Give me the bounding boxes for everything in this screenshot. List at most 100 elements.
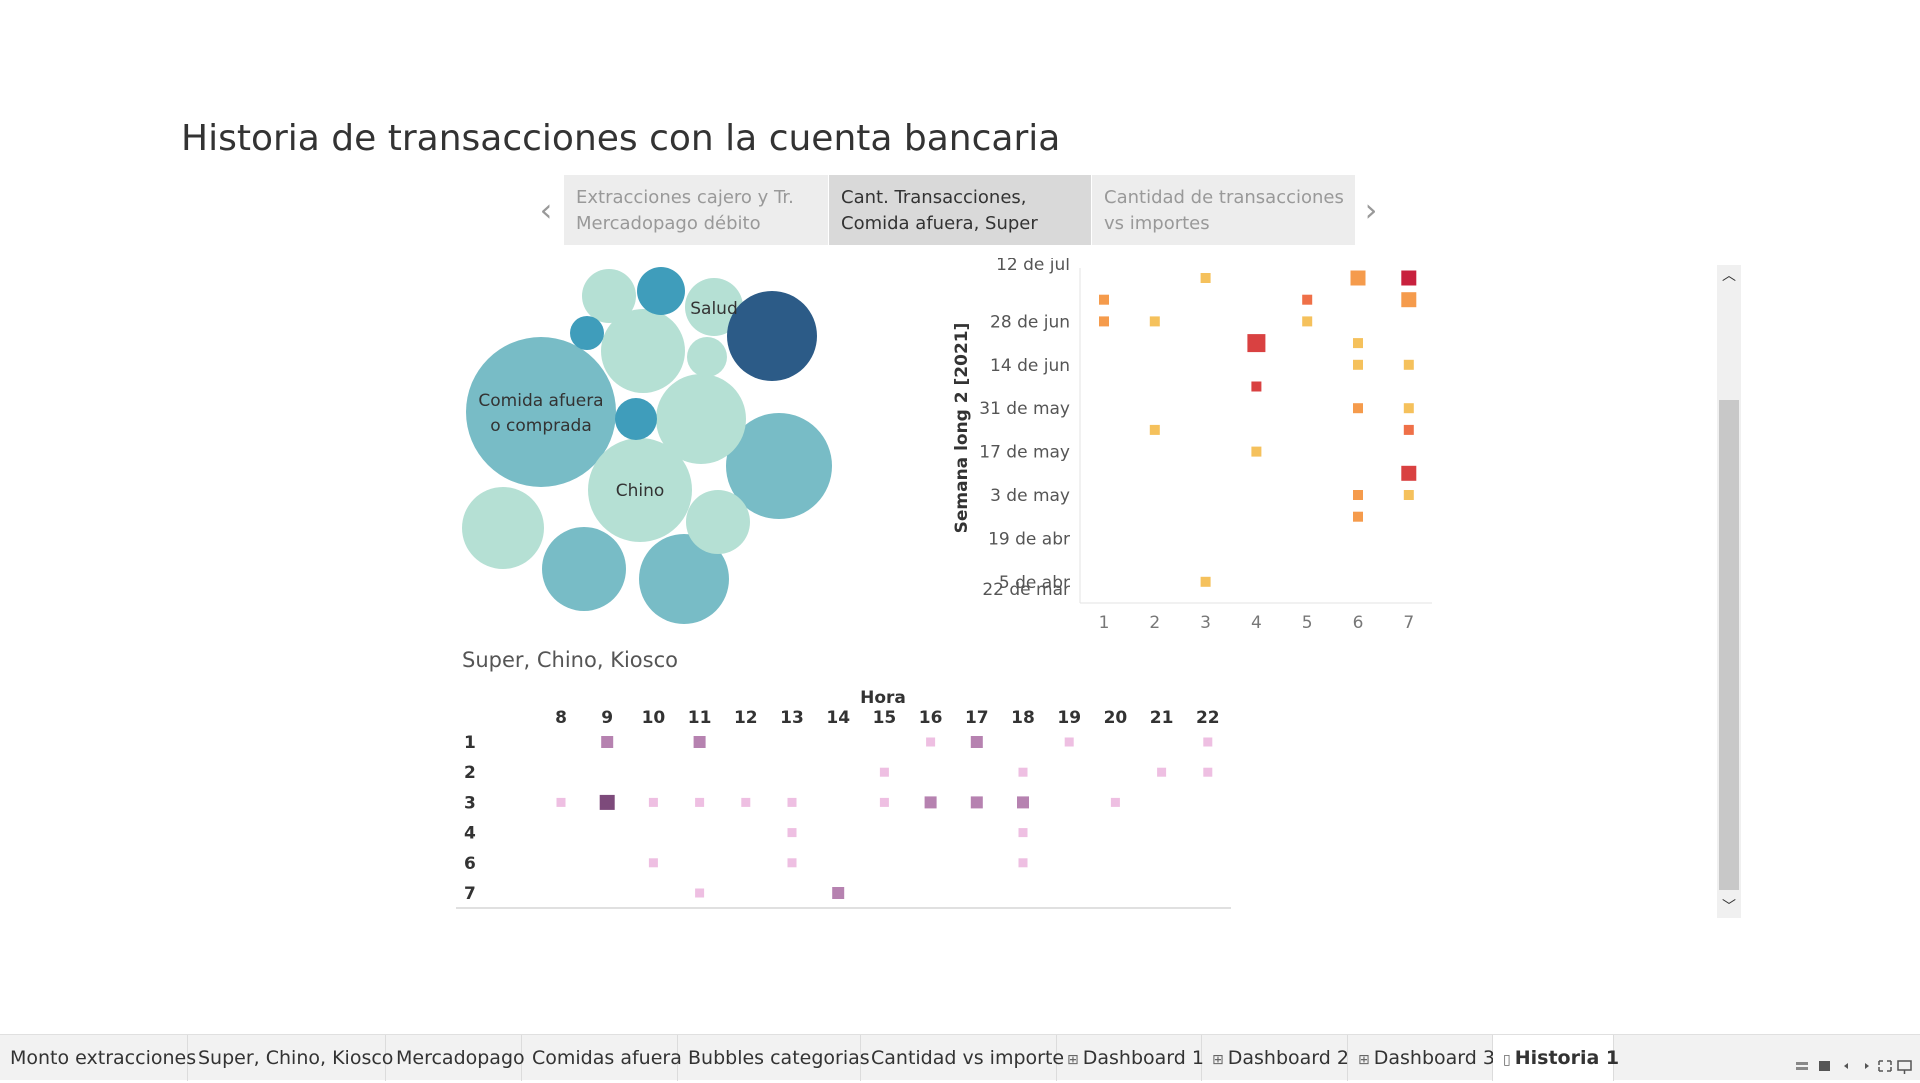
chevron-down-icon[interactable]: ﹀ xyxy=(1722,899,1736,915)
heatmap-cell[interactable] xyxy=(1099,316,1109,327)
heatmap-cell[interactable] xyxy=(741,797,751,807)
next-sheet-icon[interactable] xyxy=(1865,1063,1869,1069)
heatmap-cell[interactable] xyxy=(787,797,797,807)
sheet-tab[interactable]: ⊞ Dashboard 1 xyxy=(1057,1035,1204,1081)
heatmap-cell[interactable] xyxy=(970,796,983,809)
story-title: Historia de transacciones con la cuenta … xyxy=(181,118,1061,159)
bubble[interactable] xyxy=(570,316,604,350)
bubble[interactable] xyxy=(637,267,685,315)
heatmap-cell[interactable] xyxy=(1110,797,1120,807)
heatmap-cell[interactable] xyxy=(1018,828,1028,838)
heatmap-cell[interactable] xyxy=(1353,511,1363,522)
bubble[interactable] xyxy=(542,527,626,611)
heatmap-cell[interactable] xyxy=(1353,338,1363,349)
heatmap-cell[interactable] xyxy=(1018,858,1028,868)
bubble[interactable] xyxy=(726,413,832,519)
x-tick-label: 17 xyxy=(965,708,989,728)
heatmap-cell[interactable] xyxy=(648,797,658,807)
bubble[interactable] xyxy=(687,337,727,377)
bubble[interactable] xyxy=(601,309,685,393)
heatmap-cell[interactable] xyxy=(832,887,845,899)
heatmap-cell[interactable] xyxy=(648,858,658,868)
heatmap-cell[interactable] xyxy=(970,736,983,748)
heatmap-cell[interactable] xyxy=(1157,767,1167,777)
heatmap-cell[interactable] xyxy=(1064,737,1074,747)
heatmap-cell[interactable] xyxy=(1401,465,1417,481)
heatmap-cell[interactable] xyxy=(787,858,797,868)
heatmap-cell[interactable] xyxy=(695,888,705,898)
story-icon: ▯ xyxy=(1503,1052,1511,1068)
sheet-tab[interactable]: ⊞ Dashboard 3 xyxy=(1348,1035,1495,1081)
sheet-tab[interactable]: ▯ Historia 1 xyxy=(1493,1035,1619,1081)
sheet-tab[interactable]: Bubbles categorias xyxy=(678,1035,870,1081)
scrollbar-thumb[interactable] xyxy=(1719,400,1739,890)
tabs-icon[interactable] xyxy=(1819,1061,1830,1071)
heatmap-cell[interactable] xyxy=(1353,359,1363,370)
heatmap-cell[interactable] xyxy=(1403,403,1414,414)
chevron-right-icon[interactable]: › xyxy=(1364,191,1378,229)
heatmap-cell[interactable] xyxy=(1251,381,1262,392)
y-tick-label: 5 de abr xyxy=(999,573,1070,593)
heatmap-cell[interactable] xyxy=(1302,294,1313,305)
heatmap-cell[interactable] xyxy=(1203,767,1213,777)
bubble[interactable] xyxy=(615,398,657,440)
heatmap-cell[interactable] xyxy=(879,797,889,807)
heatmap-cell[interactable] xyxy=(1350,270,1366,286)
bubble[interactable] xyxy=(727,291,817,381)
prev-sheet-icon[interactable] xyxy=(1844,1063,1848,1069)
heatmap-cell[interactable] xyxy=(693,736,706,748)
bubble[interactable] xyxy=(639,534,729,624)
sheet-tab[interactable]: Super, Chino, Kiosco xyxy=(188,1035,393,1081)
sheet-tab[interactable]: Cantidad vs importe xyxy=(861,1035,1064,1081)
heatmap-cell[interactable] xyxy=(1403,424,1414,435)
present-icon[interactable] xyxy=(1897,1060,1912,1074)
bubble[interactable] xyxy=(466,337,616,487)
chevron-left-icon[interactable]: ‹ xyxy=(539,191,553,229)
bubble[interactable] xyxy=(685,278,743,336)
heatmap-cell[interactable] xyxy=(1149,316,1160,327)
heatmap-cell[interactable] xyxy=(1251,446,1262,457)
heatmap-cell[interactable] xyxy=(556,797,566,807)
heatmap-cell[interactable] xyxy=(1403,359,1414,370)
heatmap-cell[interactable] xyxy=(1203,737,1213,747)
heatmap-cell[interactable] xyxy=(695,797,705,807)
bubble[interactable] xyxy=(686,490,750,554)
heatmap-cell[interactable] xyxy=(787,828,797,838)
vertical-scrollbar[interactable]: ︿ ﹀ xyxy=(1717,265,1741,918)
sheet-tab[interactable]: Comidas afuera xyxy=(522,1035,682,1081)
heatmap-cell[interactable] xyxy=(1200,576,1211,587)
heatmap-cell[interactable] xyxy=(601,736,614,748)
bubble[interactable] xyxy=(462,487,544,569)
heatmap-cell[interactable] xyxy=(1353,403,1363,414)
filmstrip-icon[interactable] xyxy=(1796,1062,1808,1070)
heatmap-cell[interactable] xyxy=(1302,316,1313,327)
bubble[interactable] xyxy=(588,438,692,542)
heatmap-cell[interactable] xyxy=(1099,294,1109,305)
sheet-tab[interactable]: Monto extracciones xyxy=(0,1035,196,1081)
bubble[interactable] xyxy=(582,269,636,323)
heatmap-cell[interactable] xyxy=(1401,270,1417,286)
heatmap-cell[interactable] xyxy=(599,794,615,810)
heatmap-cell[interactable] xyxy=(924,796,937,809)
story-point-2[interactable]: Cant. Transacciones, Comida afuera, Supe… xyxy=(829,175,1091,245)
heatmap-cell[interactable] xyxy=(1149,424,1160,435)
heatmap-cell[interactable] xyxy=(1401,292,1417,308)
chevron-up-icon[interactable]: ︿ xyxy=(1722,268,1736,284)
bubble[interactable] xyxy=(656,374,746,464)
heatmap-cell[interactable] xyxy=(1247,334,1266,353)
bubble-label: Chino xyxy=(616,481,665,501)
sheet-tab[interactable]: Mercadopago xyxy=(386,1035,525,1081)
sheet-tab[interactable]: ⊞ Dashboard 2 xyxy=(1202,1035,1349,1081)
heatmap-cell[interactable] xyxy=(1200,273,1211,283)
dashboard-icon: ⊞ xyxy=(1358,1052,1370,1068)
sheet-tab-label: Bubbles categorias xyxy=(688,1047,870,1069)
heatmap-cell[interactable] xyxy=(1018,767,1028,777)
heatmap-cell[interactable] xyxy=(1017,796,1029,809)
heatmap-cell[interactable] xyxy=(1403,490,1414,500)
heatmap-cell[interactable] xyxy=(1353,490,1363,500)
heatmap-cell[interactable] xyxy=(926,737,936,747)
story-point-1[interactable]: Extracciones cajero y Tr. Mercadopago dé… xyxy=(564,175,828,245)
heatmap-cell[interactable] xyxy=(879,767,889,777)
fullscreen-icon[interactable] xyxy=(1878,1060,1892,1072)
story-point-3[interactable]: Cantidad de transacciones vs importes xyxy=(1092,175,1355,245)
